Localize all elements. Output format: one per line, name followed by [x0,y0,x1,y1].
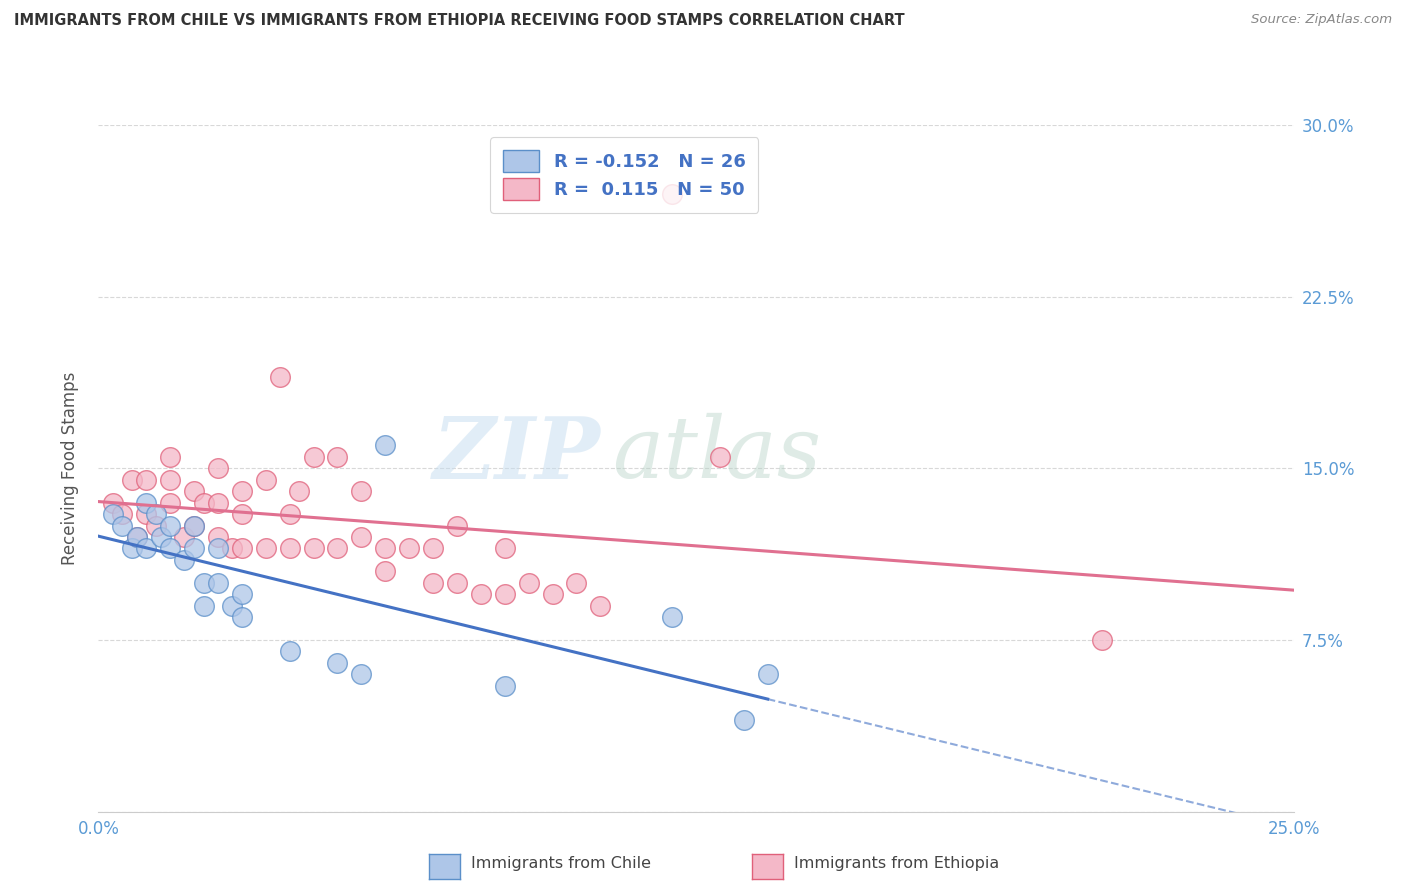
Point [207,530,229,544]
Point [111,518,134,533]
Point [254,473,277,487]
Point [350,484,373,499]
Point [159,541,181,556]
Point [350,667,373,681]
Point [231,507,253,521]
Point [374,438,396,452]
Point [125,530,148,544]
Point [565,575,588,590]
Point [121,541,143,556]
Point [350,530,373,544]
Point [193,575,215,590]
Point [302,541,325,556]
Point [111,507,134,521]
Point [207,575,229,590]
Point [326,656,349,670]
Point [1091,633,1114,648]
Point [173,530,195,544]
Point [254,541,277,556]
Point [278,541,301,556]
Point [494,679,516,693]
Point [145,507,167,521]
Point [446,575,468,590]
Point [135,495,157,509]
Text: ZIP: ZIP [433,413,600,496]
Point [101,495,124,509]
Point [193,495,215,509]
Point [470,587,492,601]
Text: Immigrants from Ethiopia: Immigrants from Ethiopia [794,856,1000,871]
Legend: R = -0.152   N = 26, R =  0.115   N = 50: R = -0.152 N = 26, R = 0.115 N = 50 [491,137,758,213]
Point [231,484,253,499]
Point [756,667,779,681]
Point [278,507,301,521]
Point [207,461,229,475]
Text: Source: ZipAtlas.com: Source: ZipAtlas.com [1251,13,1392,27]
Point [221,541,243,556]
Point [288,484,311,499]
Point [541,587,564,601]
Point [159,518,181,533]
Y-axis label: Receiving Food Stamps: Receiving Food Stamps [60,372,79,565]
Text: IMMIGRANTS FROM CHILE VS IMMIGRANTS FROM ETHIOPIA RECEIVING FOOD STAMPS CORRELAT: IMMIGRANTS FROM CHILE VS IMMIGRANTS FROM… [14,13,904,29]
Point [101,507,124,521]
Point [422,541,444,556]
Point [135,541,157,556]
Point [494,587,516,601]
Point [183,484,205,499]
Point [149,530,172,544]
Point [183,518,205,533]
Point [207,495,229,509]
Point [661,610,683,624]
Point [302,450,325,464]
Point [159,450,181,464]
Point [145,518,167,533]
Point [159,473,181,487]
Point [231,541,253,556]
Text: atlas: atlas [613,413,821,496]
Point [221,599,243,613]
Point [183,541,205,556]
Point [183,518,205,533]
Point [733,713,755,727]
Point [135,507,157,521]
Point [374,541,396,556]
Point [709,450,731,464]
Point [231,610,253,624]
Point [494,541,516,556]
Point [661,186,683,201]
Point [173,553,195,567]
Point [231,587,253,601]
Point [446,518,468,533]
Point [278,644,301,658]
Point [207,541,229,556]
Text: Immigrants from Chile: Immigrants from Chile [471,856,651,871]
Point [135,473,157,487]
Point [398,541,420,556]
Point [589,599,612,613]
Point [121,473,143,487]
Point [374,565,396,579]
Point [326,541,349,556]
Point [193,599,215,613]
Point [159,495,181,509]
Point [517,575,540,590]
Point [125,530,148,544]
Point [422,575,444,590]
Point [326,450,349,464]
Point [269,369,291,384]
